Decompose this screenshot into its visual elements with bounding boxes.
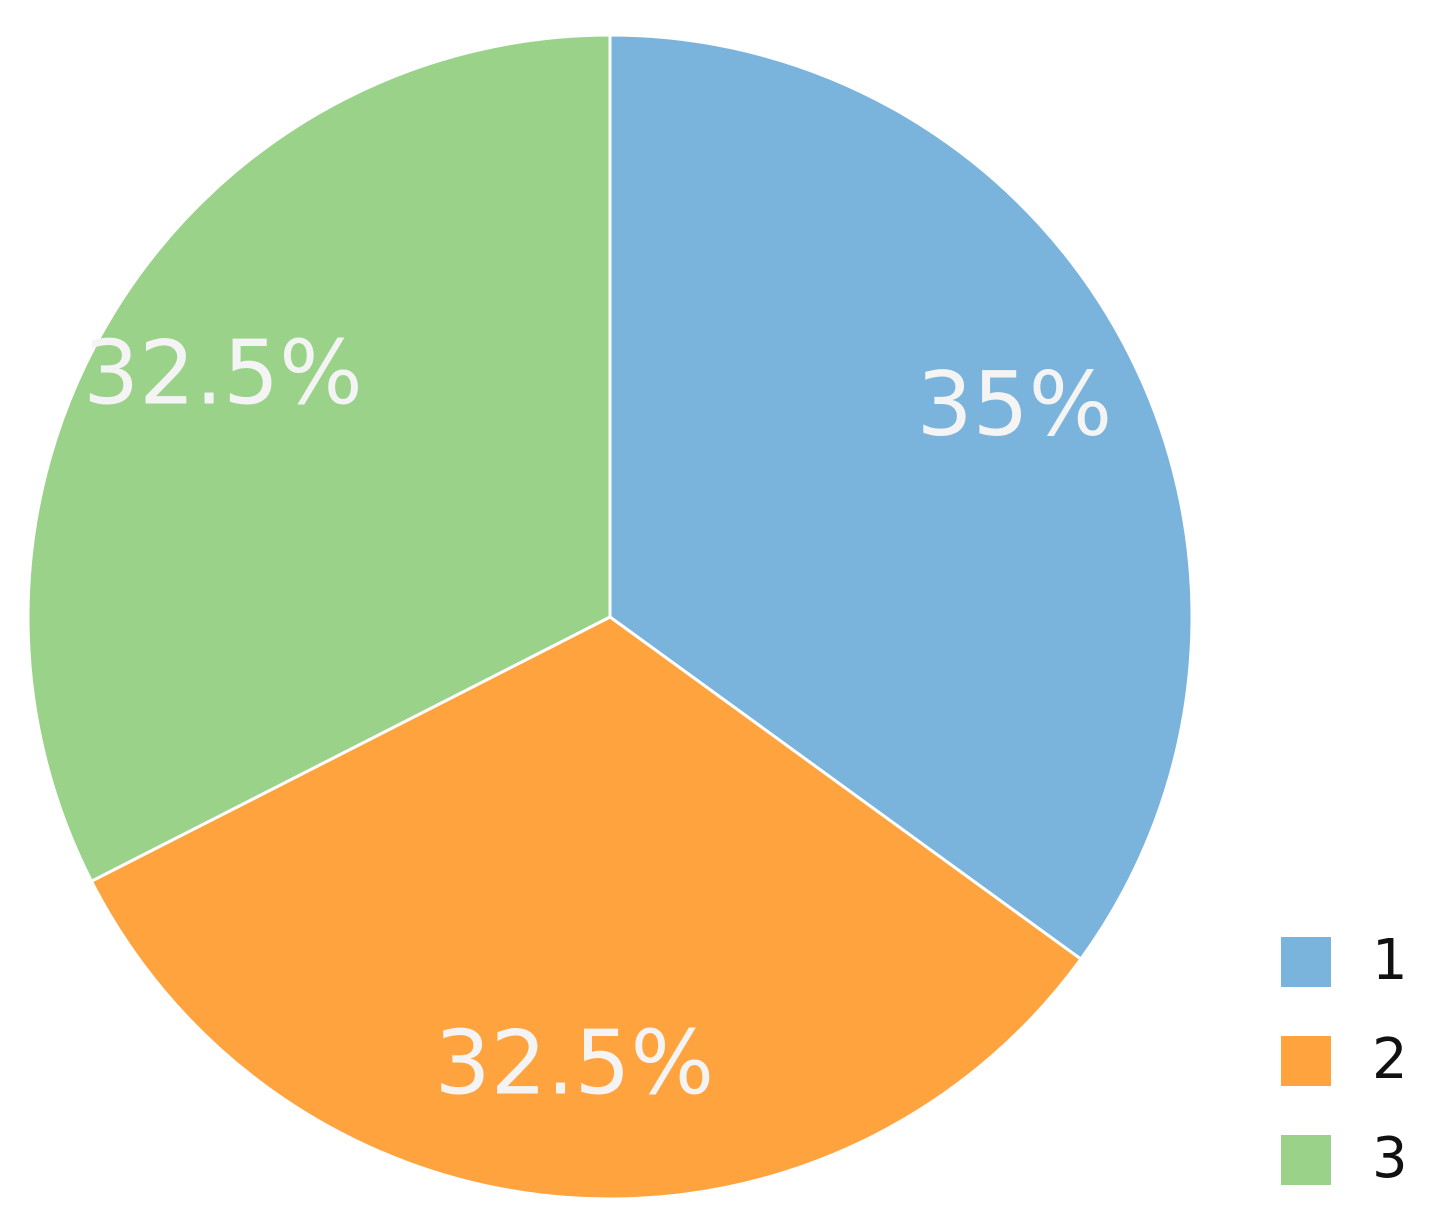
pie-slice	[89, 615, 1083, 1201]
slice-label: 32.5%	[435, 1011, 715, 1114]
pie-slice	[26, 33, 612, 884]
legend-label: 3	[1372, 1126, 1408, 1191]
legend-label: 1	[1372, 928, 1408, 993]
pie-slice	[608, 33, 1194, 962]
legend-label: 2	[1372, 1027, 1408, 1092]
slice-label: 32.5%	[83, 322, 363, 425]
legend-swatch	[1281, 1036, 1331, 1086]
slice-label: 35%	[917, 353, 1113, 456]
legend-swatch	[1281, 1135, 1331, 1185]
legend-swatch	[1281, 937, 1331, 987]
